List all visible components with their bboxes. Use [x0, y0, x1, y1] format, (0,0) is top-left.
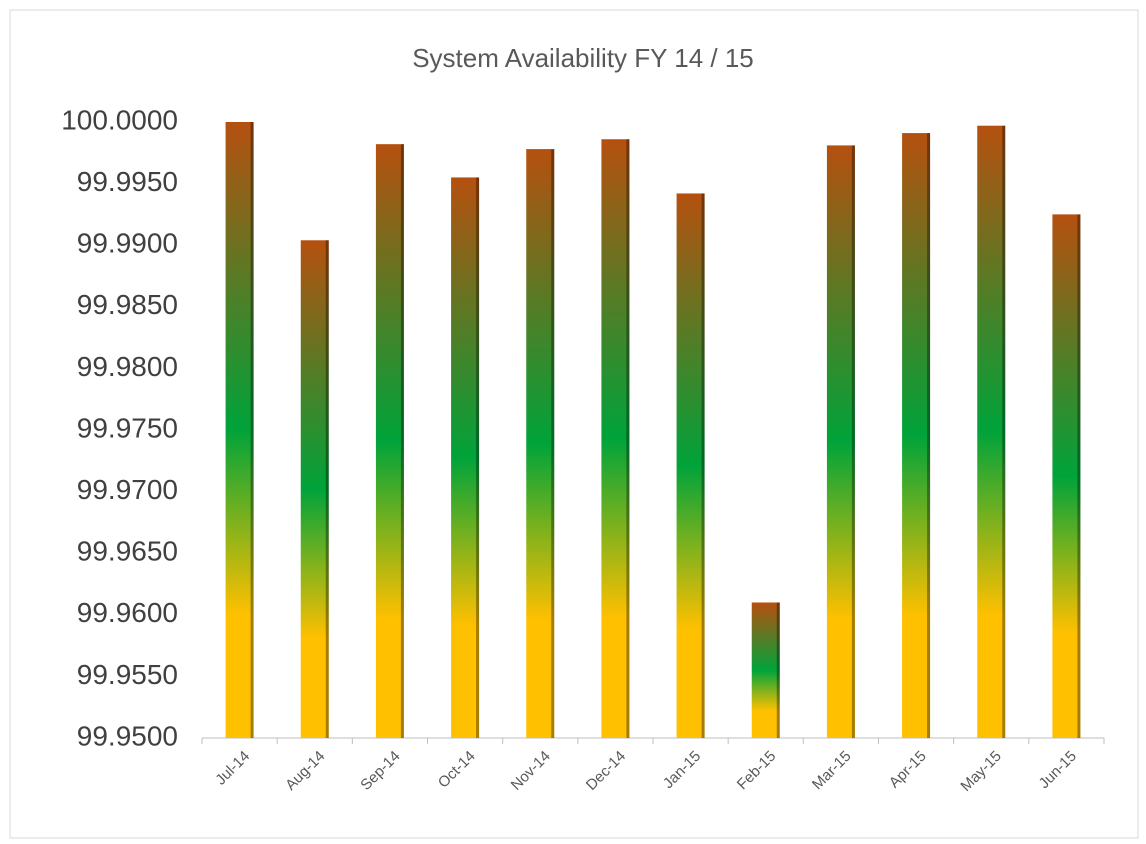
y-tick-label: 99.9500: [77, 720, 178, 751]
bar-shade: [776, 602, 780, 738]
bar-shade: [851, 145, 855, 738]
bar: [225, 122, 254, 738]
chart-border: [9, 9, 1139, 839]
y-tick-label: 99.9900: [77, 228, 178, 259]
y-tick-label: 100.0000: [61, 104, 178, 135]
y-tick-label: 99.9650: [77, 536, 178, 567]
bar: [300, 240, 329, 738]
bar-shade: [1002, 125, 1006, 739]
bar-shade: [701, 193, 705, 738]
bar: [902, 133, 931, 738]
chart-title: System Availability FY 14 / 15: [412, 43, 754, 73]
y-tick-label: 99.9850: [77, 289, 178, 320]
y-tick-label: 99.9550: [77, 659, 178, 690]
bar: [451, 177, 480, 738]
bar: [826, 145, 855, 738]
bar-shade: [1077, 214, 1081, 738]
bar: [676, 193, 705, 738]
y-tick-label: 99.9800: [77, 351, 178, 382]
y-tick-label: 99.9700: [77, 474, 178, 505]
bar-shade: [927, 133, 931, 738]
y-tick-label: 99.9750: [77, 412, 178, 443]
y-tick-label: 99.9950: [77, 166, 178, 197]
bar-shade: [551, 149, 555, 738]
y-tick-label: 99.9600: [77, 597, 178, 628]
bar: [526, 149, 555, 738]
bar-shade: [325, 240, 329, 738]
bar-shade: [476, 177, 480, 738]
bar-shade: [626, 139, 630, 739]
bar: [1052, 214, 1081, 738]
bar: [375, 144, 404, 738]
bar: [601, 139, 630, 739]
bar-shade: [400, 144, 404, 738]
bar: [751, 602, 780, 738]
bar: [977, 125, 1006, 739]
bar-shade: [250, 122, 254, 738]
